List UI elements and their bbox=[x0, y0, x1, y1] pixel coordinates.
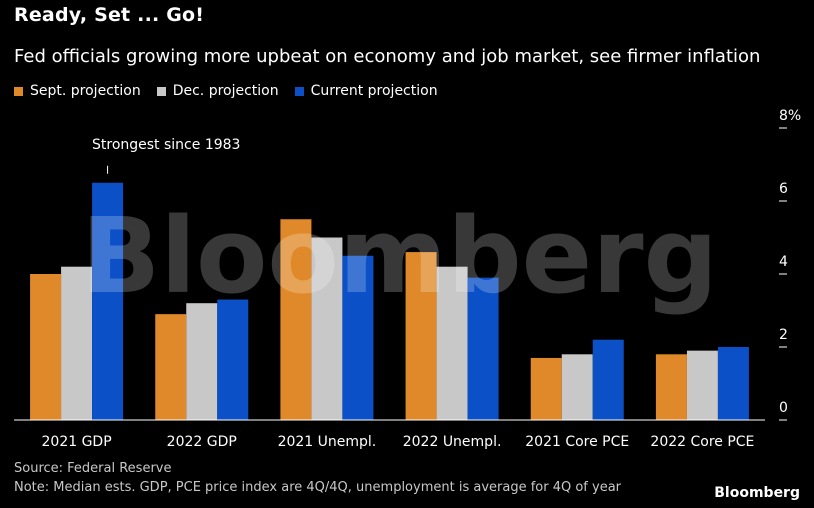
bar-2-0 bbox=[92, 182, 124, 420]
bar-1-1 bbox=[186, 303, 218, 420]
x-tick-label: 2021 Unempl. bbox=[278, 434, 377, 450]
bar-0-5 bbox=[655, 354, 687, 420]
x-tick-label: 2022 Core PCE bbox=[650, 434, 754, 450]
legend-label-sept: Sept. projection bbox=[30, 83, 141, 99]
bar-0-2 bbox=[280, 219, 312, 420]
y-tick-label: 0 bbox=[779, 400, 788, 416]
bar-0-3 bbox=[405, 252, 437, 420]
x-tick-label: 2021 Core PCE bbox=[525, 434, 629, 450]
watermark-text: Bloomberg bbox=[81, 195, 718, 317]
bar-2-5 bbox=[717, 347, 749, 420]
legend-label-current: Current projection bbox=[310, 83, 438, 99]
bar-1-0 bbox=[61, 266, 93, 420]
y-tick-label: 4 bbox=[779, 254, 788, 270]
bar-2-1 bbox=[217, 299, 249, 420]
brand-logo: Bloomberg bbox=[714, 485, 800, 501]
chart-title: Ready, Set ... Go! bbox=[14, 4, 205, 26]
y-tick-label: 8% bbox=[779, 108, 801, 124]
methodology-note: Note: Median ests. GDP, PCE price index … bbox=[14, 480, 622, 495]
legend-item-current: Current projection bbox=[294, 83, 438, 99]
legend: Sept. projection Dec. projection Current… bbox=[14, 83, 454, 99]
legend-item-dec: Dec. projection bbox=[156, 83, 279, 99]
bar-2-3 bbox=[467, 277, 499, 420]
bar-1-5 bbox=[686, 350, 718, 420]
y-tick-label: 2 bbox=[779, 327, 788, 343]
y-tick-label: 6 bbox=[779, 181, 788, 197]
legend-swatch-sept bbox=[14, 86, 23, 96]
legend-item-sept: Sept. projection bbox=[14, 83, 141, 99]
legend-label-dec: Dec. projection bbox=[172, 83, 279, 99]
bar-0-0 bbox=[30, 274, 62, 420]
x-tick-label: 2021 GDP bbox=[42, 434, 112, 450]
chart-subtitle: Fed officials growing more upbeat on eco… bbox=[14, 46, 761, 67]
bar-1-2 bbox=[311, 237, 343, 420]
bar-2-2 bbox=[342, 255, 374, 420]
bar-1-3 bbox=[436, 266, 468, 420]
legend-swatch-current bbox=[294, 86, 304, 96]
bar-0-1 bbox=[155, 314, 187, 420]
bar-2-4 bbox=[592, 339, 624, 420]
x-tick-label: 2022 GDP bbox=[167, 434, 237, 450]
bar-1-4 bbox=[561, 354, 593, 420]
annotation-label: Strongest since 1983 bbox=[92, 137, 240, 153]
source-note: Source: Federal Reserve bbox=[14, 461, 172, 476]
x-tick-label: 2022 Unempl. bbox=[403, 434, 502, 450]
bar-0-4 bbox=[530, 357, 562, 420]
legend-swatch-dec bbox=[156, 86, 166, 96]
